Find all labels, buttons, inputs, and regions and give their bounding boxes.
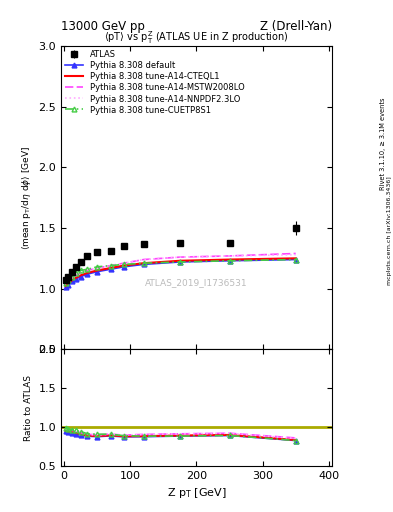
Line: Pythia 8.308 tune-CUETP8S1: Pythia 8.308 tune-CUETP8S1 [63, 257, 298, 285]
Pythia 8.308 tune-CUETP8S1 [85, 266, 90, 272]
Pythia 8.308 tune-A14-NNPDF2.3LO [141, 257, 146, 263]
Pythia 8.308 tune-CUETP8S1 [108, 263, 113, 269]
Pythia 8.308 tune-A14-MSTW2008LO [63, 281, 68, 287]
Pythia 8.308 tune-A14-NNPDF2.3LO [66, 279, 71, 285]
Pythia 8.308 tune-A14-CTEQL1 [178, 258, 182, 264]
Pythia 8.308 tune-CUETP8S1 [66, 277, 71, 283]
Text: ATLAS_2019_I1736531: ATLAS_2019_I1736531 [145, 278, 248, 287]
Pythia 8.308 tune-CUETP8S1 [121, 261, 126, 267]
Pythia 8.308 default [121, 264, 126, 270]
Y-axis label: Ratio to ATLAS: Ratio to ATLAS [24, 375, 33, 441]
Pythia 8.308 tune-CUETP8S1 [63, 280, 68, 286]
Pythia 8.308 tune-A14-MSTW2008LO [78, 270, 83, 276]
Pythia 8.308 tune-A14-NNPDF2.3LO [63, 281, 68, 287]
Legend: ATLAS, Pythia 8.308 default, Pythia 8.308 tune-A14-CTEQL1, Pythia 8.308 tune-A14: ATLAS, Pythia 8.308 default, Pythia 8.30… [62, 48, 247, 117]
Pythia 8.308 tune-A14-MSTW2008LO [178, 254, 182, 260]
Text: 13000 GeV pp: 13000 GeV pp [61, 20, 145, 33]
Pythia 8.308 tune-A14-MSTW2008LO [293, 250, 298, 257]
Line: Pythia 8.308 default: Pythia 8.308 default [63, 257, 298, 290]
Pythia 8.308 tune-A14-NNPDF2.3LO [78, 270, 83, 276]
Pythia 8.308 tune-A14-MSTW2008LO [85, 267, 90, 273]
Pythia 8.308 tune-A14-CTEQL1 [74, 274, 79, 281]
Pythia 8.308 default [70, 279, 75, 285]
Pythia 8.308 default [95, 269, 100, 275]
Pythia 8.308 tune-CUETP8S1 [293, 257, 298, 263]
Pythia 8.308 tune-A14-MSTW2008LO [227, 253, 232, 259]
Text: mcplots.cern.ch [arXiv:1306.3436]: mcplots.cern.ch [arXiv:1306.3436] [387, 176, 391, 285]
Line: Pythia 8.308 tune-A14-NNPDF2.3LO: Pythia 8.308 tune-A14-NNPDF2.3LO [66, 254, 296, 284]
Text: Rivet 3.1.10, ≥ 3.1M events: Rivet 3.1.10, ≥ 3.1M events [380, 97, 386, 189]
Pythia 8.308 tune-A14-CTEQL1 [141, 260, 146, 266]
Pythia 8.308 tune-CUETP8S1 [74, 270, 79, 276]
Pythia 8.308 default [66, 282, 71, 288]
Pythia 8.308 tune-CUETP8S1 [70, 273, 75, 280]
Pythia 8.308 tune-A14-NNPDF2.3LO [108, 263, 113, 269]
Pythia 8.308 tune-CUETP8S1 [178, 259, 182, 265]
Pythia 8.308 tune-A14-CTEQL1 [63, 283, 68, 289]
Y-axis label: $\langle$mean p$_\mathrm{T}$/d$\eta$ d$\phi\rangle$ [GeV]: $\langle$mean p$_\mathrm{T}$/d$\eta$ d$\… [20, 146, 33, 250]
X-axis label: Z p$_\mathrm{T}$ [GeV]: Z p$_\mathrm{T}$ [GeV] [167, 486, 226, 500]
Pythia 8.308 tune-A14-CTEQL1 [293, 255, 298, 262]
Pythia 8.308 tune-A14-MSTW2008LO [108, 263, 113, 269]
Pythia 8.308 default [178, 259, 182, 265]
Pythia 8.308 tune-A14-CTEQL1 [70, 277, 75, 283]
Pythia 8.308 tune-A14-NNPDF2.3LO [178, 254, 182, 260]
Pythia 8.308 default [74, 276, 79, 282]
Pythia 8.308 default [108, 266, 113, 272]
Pythia 8.308 tune-A14-MSTW2008LO [121, 260, 126, 266]
Pythia 8.308 tune-CUETP8S1 [78, 267, 83, 273]
Pythia 8.308 tune-A14-NNPDF2.3LO [227, 253, 232, 259]
Pythia 8.308 tune-A14-CTEQL1 [227, 257, 232, 263]
Pythia 8.308 tune-A14-NNPDF2.3LO [85, 267, 90, 273]
Pythia 8.308 tune-CUETP8S1 [141, 260, 146, 266]
Pythia 8.308 default [85, 271, 90, 277]
Pythia 8.308 default [141, 261, 146, 267]
Pythia 8.308 tune-A14-CTEQL1 [85, 270, 90, 276]
Pythia 8.308 tune-A14-CTEQL1 [95, 267, 100, 273]
Pythia 8.308 tune-A14-CTEQL1 [108, 265, 113, 271]
Pythia 8.308 tune-A14-NNPDF2.3LO [70, 274, 75, 281]
Pythia 8.308 tune-A14-MSTW2008LO [141, 257, 146, 263]
Line: Pythia 8.308 tune-A14-MSTW2008LO: Pythia 8.308 tune-A14-MSTW2008LO [66, 253, 296, 284]
Text: Z (Drell-Yan): Z (Drell-Yan) [260, 20, 332, 33]
Pythia 8.308 tune-A14-MSTW2008LO [74, 272, 79, 279]
Line: Pythia 8.308 tune-A14-CTEQL1: Pythia 8.308 tune-A14-CTEQL1 [66, 259, 296, 286]
Pythia 8.308 tune-CUETP8S1 [227, 258, 232, 264]
Pythia 8.308 default [78, 273, 83, 280]
Pythia 8.308 tune-A14-MSTW2008LO [95, 265, 100, 271]
Pythia 8.308 tune-CUETP8S1 [95, 264, 100, 270]
Pythia 8.308 tune-A14-NNPDF2.3LO [293, 251, 298, 258]
Pythia 8.308 tune-A14-MSTW2008LO [70, 274, 75, 281]
Pythia 8.308 default [227, 258, 232, 264]
Pythia 8.308 tune-A14-CTEQL1 [78, 272, 83, 279]
Title: $\langle$pT$\rangle$ vs p$_\mathrm{T}^\mathrm{Z}$ (ATLAS UE in Z production): $\langle$pT$\rangle$ vs p$_\mathrm{T}^\m… [104, 29, 289, 46]
Pythia 8.308 tune-A14-NNPDF2.3LO [95, 265, 100, 271]
Pythia 8.308 default [293, 257, 298, 263]
Pythia 8.308 tune-A14-NNPDF2.3LO [121, 260, 126, 266]
Pythia 8.308 default [63, 284, 68, 290]
Pythia 8.308 tune-A14-CTEQL1 [121, 263, 126, 269]
Pythia 8.308 tune-A14-MSTW2008LO [66, 279, 71, 285]
Pythia 8.308 tune-A14-CTEQL1 [66, 281, 71, 287]
Pythia 8.308 tune-A14-NNPDF2.3LO [74, 272, 79, 279]
